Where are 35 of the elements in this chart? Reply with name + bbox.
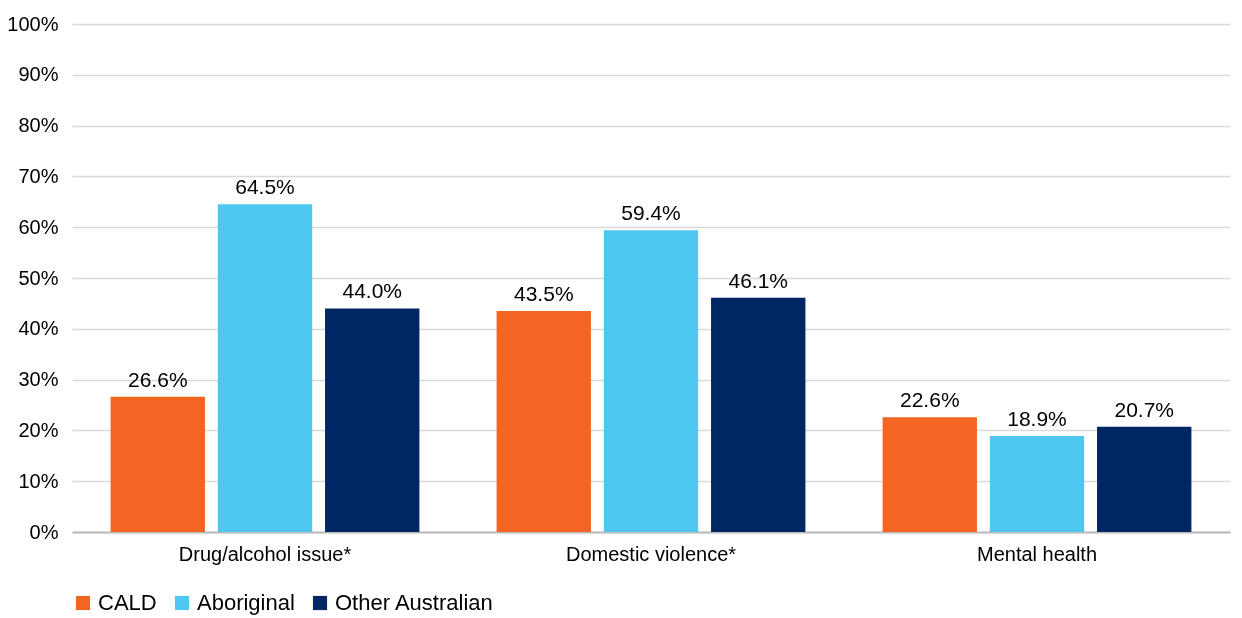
- y-tick-label: 80%: [18, 114, 59, 137]
- bar: [496, 311, 591, 532]
- y-tick-label: 0%: [29, 520, 59, 543]
- legend-label: CALD: [98, 590, 157, 615]
- bar: [325, 308, 420, 532]
- data-label: 44.0%: [342, 279, 402, 303]
- x-tick-label: Mental health: [976, 542, 1098, 565]
- x-tick-label: Domestic violence*: [565, 542, 737, 565]
- y-tick-label: 40%: [18, 317, 59, 340]
- bar: [989, 435, 1085, 532]
- legend-label: Aboriginal: [197, 590, 295, 615]
- bar: [603, 230, 699, 532]
- data-label: 46.1%: [728, 268, 788, 292]
- bar: [882, 417, 977, 532]
- y-tick-label: 90%: [18, 63, 59, 86]
- data-label: 26.6%: [128, 367, 188, 391]
- data-label: 43.5%: [514, 282, 574, 306]
- bar: [110, 396, 205, 532]
- y-tick-label: 10%: [18, 469, 59, 492]
- y-tick-label: 30%: [18, 368, 59, 391]
- data-label: 64.5%: [235, 175, 295, 199]
- data-label: 59.4%: [621, 201, 681, 225]
- bar: [217, 204, 313, 532]
- bar: [711, 297, 806, 532]
- legend-label: Other Australian: [335, 590, 493, 615]
- y-tick-label: 100%: [7, 12, 59, 35]
- y-tick-label: 60%: [18, 215, 59, 238]
- y-tick-label: 50%: [18, 266, 59, 289]
- data-label: 22.6%: [900, 388, 960, 412]
- data-label: 20.7%: [1114, 397, 1174, 421]
- x-tick-label: Drug/alcohol issue*: [178, 542, 352, 565]
- data-label: 18.9%: [1007, 406, 1067, 430]
- y-tick-label: 20%: [18, 418, 59, 441]
- bar: [1097, 426, 1192, 532]
- y-tick-label: 70%: [18, 164, 59, 187]
